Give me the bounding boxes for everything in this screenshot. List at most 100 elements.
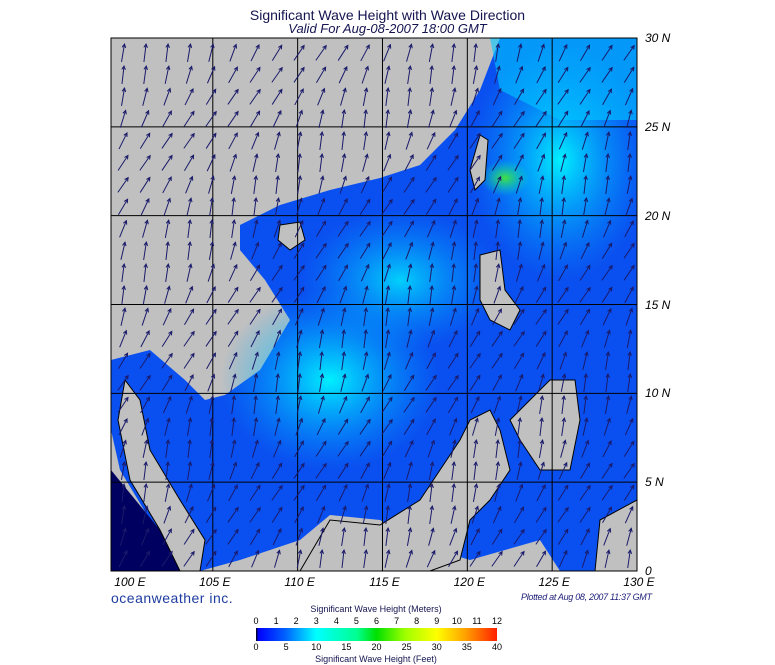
wave-direction-arrow — [627, 549, 633, 568]
wave-direction-arrow — [319, 130, 324, 150]
wave-direction-arrow — [297, 350, 303, 370]
wave-direction-arrow — [381, 198, 393, 215]
wave-direction-arrow — [359, 418, 371, 435]
wave-direction-arrow — [514, 506, 525, 524]
wave-direction-arrow — [205, 110, 217, 127]
wave-direction-arrow — [119, 439, 127, 458]
wave-direction-arrow — [296, 197, 303, 216]
wave-direction-arrow — [626, 175, 633, 194]
wave-direction-arrow — [272, 527, 282, 546]
wave-direction-arrow — [165, 240, 170, 260]
wave-direction-arrow — [363, 328, 368, 348]
wave-direction-arrow — [559, 241, 568, 260]
land-malay-peninsula — [117, 378, 206, 571]
lat-lon-grid — [111, 38, 637, 571]
wave-direction-arrow — [117, 374, 129, 391]
wave-direction-arrow — [165, 460, 170, 480]
wave-direction-arrow — [492, 308, 502, 326]
wave-direction-arrow — [583, 197, 589, 216]
wave-direction-arrow — [228, 66, 238, 84]
wave-direction-arrow — [274, 197, 281, 216]
wave-direction-arrow — [493, 395, 502, 414]
wave-direction-arrow — [185, 483, 193, 502]
wave-direction-arrow — [603, 417, 611, 436]
wave-direction-arrow — [579, 264, 591, 281]
wave-direction-arrow — [406, 109, 413, 128]
wave-direction-arrow — [491, 132, 503, 149]
wave-direction-arrow — [582, 351, 589, 370]
wave-direction-arrow — [118, 352, 129, 370]
wave-direction-arrow — [249, 110, 261, 128]
wave-direction-arrow — [537, 373, 545, 392]
wave-direction-arrow — [337, 44, 349, 61]
wave-direction-arrow — [341, 350, 346, 370]
wave-direction-arrow — [362, 153, 369, 172]
wave-direction-arrow — [601, 462, 613, 479]
feet-tick: 25 — [401, 642, 412, 652]
wave-direction-arrow — [580, 241, 590, 260]
wave-direction-arrow — [428, 527, 435, 546]
wave-direction-arrow — [425, 374, 437, 391]
wave-direction-arrow — [602, 440, 612, 458]
wave-direction-arrow — [583, 394, 588, 414]
wave-direction-arrow — [207, 483, 216, 502]
wave-direction-arrow — [561, 174, 567, 194]
wave-direction-arrow — [209, 197, 215, 216]
wave-direction-arrow — [602, 88, 612, 106]
wave-direction-arrow — [491, 528, 503, 545]
wave-direction-arrow — [339, 505, 347, 524]
wave-direction-arrow — [538, 439, 545, 458]
wave-direction-arrow — [294, 307, 304, 326]
wave-direction-arrow — [469, 154, 481, 171]
wave-direction-arrow — [317, 87, 326, 106]
wave-direction-arrow — [121, 262, 126, 282]
wave-direction-arrow — [319, 350, 324, 370]
wave-direction-arrow — [340, 307, 347, 326]
wave-direction-arrow — [603, 329, 611, 348]
wave-direction-arrow — [250, 329, 260, 348]
wave-direction-arrow — [448, 197, 458, 216]
land-philippines-mindanao — [509, 379, 581, 471]
wave-direction-arrow — [450, 505, 457, 524]
wave-direction-arrow — [317, 395, 325, 414]
wave-direction-arrow — [451, 285, 457, 304]
wave-direction-arrow — [186, 417, 193, 436]
wave-direction-arrow — [604, 395, 611, 414]
wave-direction-arrow — [425, 396, 437, 413]
wave-direction-arrow — [605, 351, 611, 370]
wave-direction-arrow — [580, 109, 590, 128]
wave-direction-arrow — [515, 263, 523, 282]
wave-direction-arrow — [227, 528, 239, 545]
wave-direction-arrow — [206, 286, 216, 304]
wave-direction-arrow — [601, 286, 613, 303]
wave-direction-arrow — [229, 43, 238, 62]
wave-direction-arrow — [517, 438, 522, 458]
wave-direction-arrow — [341, 527, 347, 546]
wave-direction-arrow — [623, 242, 635, 259]
wave-direction-arrow — [251, 131, 260, 150]
wave-direction-arrow — [604, 549, 611, 568]
wave-direction-arrow — [361, 65, 369, 84]
wave-direction-arrow — [448, 132, 459, 150]
colorbar — [256, 628, 497, 641]
wave-direction-arrow — [297, 175, 303, 194]
wave-direction-arrow — [117, 198, 129, 216]
wave-direction-arrow — [162, 176, 172, 194]
wave-direction-arrow — [361, 373, 370, 392]
wave-direction-arrow — [275, 174, 280, 194]
wave-direction-arrow — [558, 131, 568, 150]
wave-direction-arrow — [469, 352, 481, 369]
wave-direction-arrow — [118, 549, 128, 568]
wave-direction-arrow — [249, 66, 261, 83]
wave-direction-arrow — [450, 87, 457, 106]
wave-direction-arrow — [143, 262, 148, 282]
wave-direction-arrow — [251, 351, 259, 370]
colorbar-title-meters: Significant Wave Height (Meters) — [310, 604, 442, 614]
wave-direction-arrow — [208, 175, 215, 194]
wave-direction-arrow — [381, 220, 393, 237]
wave-direction-arrow — [359, 198, 371, 215]
wave-direction-arrow — [271, 506, 283, 523]
wave-direction-arrow — [469, 374, 481, 391]
wave-direction-arrow — [492, 505, 502, 524]
wave-direction-arrow — [447, 176, 459, 193]
